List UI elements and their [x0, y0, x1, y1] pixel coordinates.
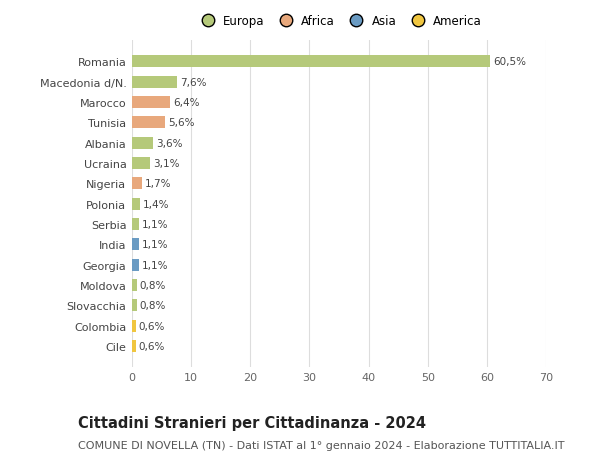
Bar	[132, 56, 490, 68]
Bar	[132, 340, 136, 353]
Text: 3,6%: 3,6%	[156, 139, 183, 148]
Bar	[132, 157, 151, 170]
Bar	[132, 76, 177, 89]
Legend: Europa, Africa, Asia, America: Europa, Africa, Asia, America	[196, 15, 482, 28]
Text: 7,6%: 7,6%	[180, 78, 206, 88]
Text: 1,7%: 1,7%	[145, 179, 172, 189]
Bar	[132, 259, 139, 271]
Text: 1,4%: 1,4%	[143, 199, 170, 209]
Text: 0,6%: 0,6%	[139, 321, 165, 331]
Text: 1,1%: 1,1%	[142, 260, 168, 270]
Text: 3,1%: 3,1%	[153, 159, 180, 168]
Bar	[132, 178, 142, 190]
Bar	[132, 300, 137, 312]
Bar	[132, 218, 139, 230]
Text: 1,1%: 1,1%	[142, 240, 168, 250]
Bar	[132, 198, 140, 210]
Text: 0,6%: 0,6%	[139, 341, 165, 351]
Text: Cittadini Stranieri per Cittadinanza - 2024: Cittadini Stranieri per Cittadinanza - 2…	[78, 415, 426, 431]
Text: 0,8%: 0,8%	[140, 301, 166, 311]
Text: COMUNE DI NOVELLA (TN) - Dati ISTAT al 1° gennaio 2024 - Elaborazione TUTTITALIA: COMUNE DI NOVELLA (TN) - Dati ISTAT al 1…	[78, 440, 565, 450]
Text: 6,4%: 6,4%	[173, 98, 199, 108]
Bar	[132, 137, 153, 150]
Text: 60,5%: 60,5%	[493, 57, 526, 67]
Text: 5,6%: 5,6%	[168, 118, 194, 128]
Bar	[132, 97, 170, 109]
Bar	[132, 320, 136, 332]
Text: 1,1%: 1,1%	[142, 219, 168, 230]
Text: 0,8%: 0,8%	[140, 280, 166, 291]
Bar	[132, 280, 137, 291]
Bar	[132, 117, 165, 129]
Bar	[132, 239, 139, 251]
